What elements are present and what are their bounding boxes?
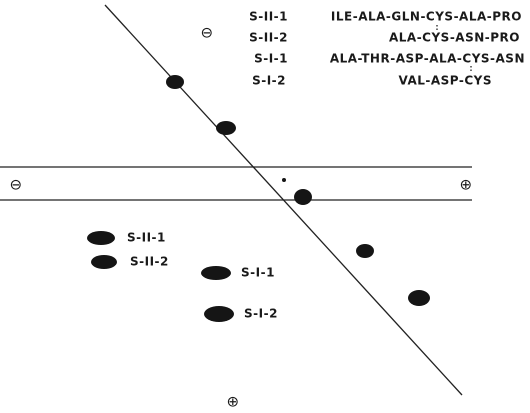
peptide-name: S-I-1	[254, 52, 288, 66]
spot	[356, 244, 374, 258]
spot-label: S-I-2	[244, 307, 278, 321]
spot-label: S-II-1	[127, 231, 166, 245]
peptide-name: S-II-1	[249, 10, 288, 24]
spot	[408, 290, 430, 306]
peptide-sequence: ILE-ALA-GLN-CYS-ALA-PRO	[331, 10, 522, 24]
spot	[216, 121, 236, 135]
peptide-name: S-II-2	[249, 31, 288, 45]
peptide-sequence: ALA-CYS-ASN-PRO	[389, 31, 520, 45]
cathode-symbol: ⊖	[200, 24, 213, 42]
spot	[294, 189, 312, 205]
spot	[166, 75, 184, 89]
spot	[201, 266, 231, 280]
diagram: S-II-1 ILE-ALA-GLN-CYS-ALA-PRO S-II-2 AL…	[0, 0, 530, 409]
anode-symbol: ⊕	[226, 393, 239, 410]
spot	[204, 306, 234, 322]
spot-label: S-II-2	[130, 255, 169, 269]
peptide-name: S-I-2	[252, 74, 286, 88]
spot	[87, 231, 115, 245]
page: S-II-1 ILE-ALA-GLN-CYS-ALA-PRO S-II-2 AL…	[0, 0, 530, 409]
anode-symbol: ⊕	[459, 176, 472, 194]
peptide-sequence: ALA-THR-ASP-ALA-CYS-ASN	[330, 52, 525, 66]
spot	[91, 255, 117, 269]
spot-label: S-I-1	[241, 266, 275, 280]
peptide-sequence: VAL-ASP-CYS	[398, 74, 492, 88]
cathode-symbol: ⊖	[9, 176, 22, 194]
origin-dot	[282, 178, 286, 182]
